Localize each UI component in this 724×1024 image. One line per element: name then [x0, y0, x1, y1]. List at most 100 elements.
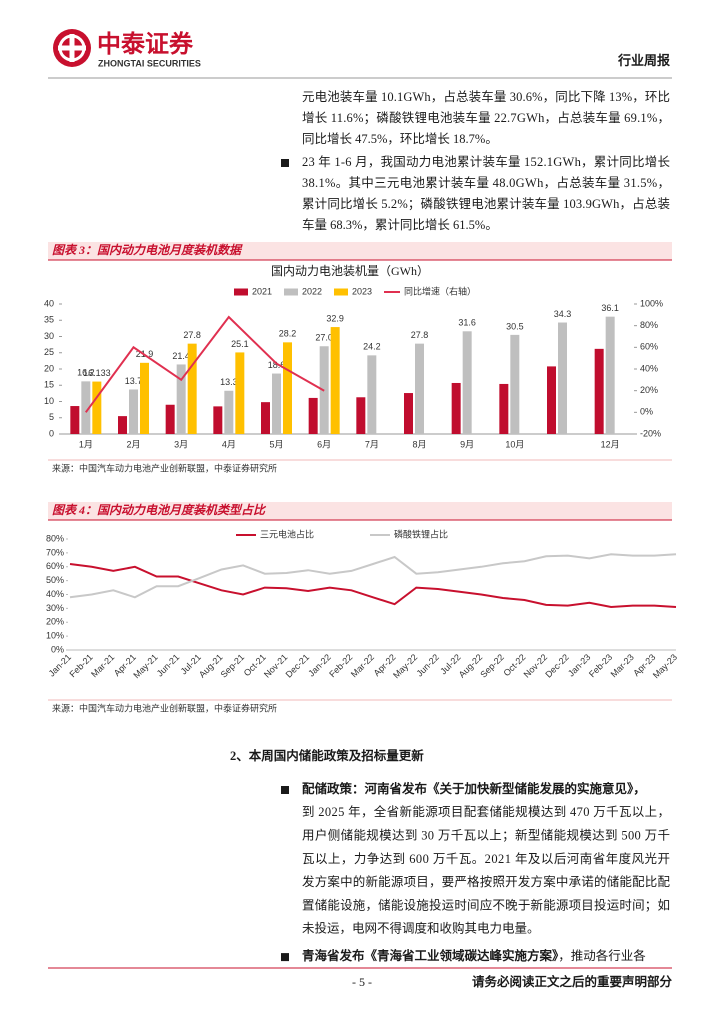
- legend-label: 磷酸铁锂占比: [394, 528, 448, 539]
- logo-emblem: [53, 29, 91, 67]
- y2-tick-label: 40%: [640, 363, 658, 373]
- legend-swatch: [234, 288, 248, 296]
- data-label: 18.6: [268, 360, 286, 370]
- bar: [415, 343, 424, 434]
- bar: [272, 373, 281, 434]
- x-tick-label: Jun-21: [155, 652, 182, 679]
- bar: [605, 316, 615, 434]
- x-tick-label: 7月: [365, 439, 379, 449]
- x-tick-label: 9月: [460, 439, 474, 449]
- paragraph-line: 车量 68.3%，累计同比增长 61.5%。: [302, 217, 498, 232]
- paragraph-line: 增长 11.6%；磷酸铁锂电池装车量 22.7GWh，占总装车量 69.1%，: [302, 110, 670, 125]
- x-tick-label: Feb-22: [327, 652, 354, 679]
- bar: [176, 364, 186, 434]
- page-number: - 5 -: [352, 975, 372, 989]
- y-tick-label: 60%: [46, 561, 64, 571]
- y-tick-label: 50%: [46, 575, 64, 585]
- y-tick-label: 30: [44, 331, 54, 341]
- bar: [499, 383, 509, 434]
- y2-tick-label: 20%: [640, 385, 658, 395]
- legend-swatch: [284, 288, 298, 296]
- y-tick-label: 0%: [51, 644, 64, 654]
- data-label: 34.3: [554, 309, 572, 319]
- bar: [261, 402, 270, 434]
- chart-title: 国内动力电池装机量（GWh）: [271, 264, 429, 278]
- data-label: 31.6: [458, 318, 476, 328]
- x-tick-label: Mar-21: [89, 652, 116, 679]
- paragraph-line: 发方案中的新能源项目，要严格按照开发方案中承诺的储能配比配: [302, 874, 670, 889]
- company-name-en: ZHONGTAI SECURITIES: [98, 58, 201, 68]
- x-tick-label: May-23: [651, 652, 679, 680]
- bullet: [281, 786, 289, 794]
- data-label: 24.2: [363, 342, 381, 352]
- figure-label: 图表 4：国内动力电池月度装机类型占比: [52, 503, 267, 517]
- bar: [187, 343, 197, 434]
- legend-label: 2021: [252, 286, 272, 296]
- data-label: 36.1: [601, 303, 619, 313]
- item-first-line: 青海省发布《青海省工业领域碳达峰实施方案》，推动各行业各: [302, 948, 646, 963]
- x-tick-label: Jun-22: [414, 652, 441, 679]
- share-line: [69, 553, 677, 599]
- bar: [283, 342, 292, 434]
- y-tick-label: 35: [44, 315, 54, 325]
- bar: [213, 406, 223, 434]
- y-tick-label: 10%: [46, 631, 64, 641]
- item-tail: ，推动各行业各: [558, 948, 646, 963]
- legend-label: 同比增速（右轴）: [404, 285, 476, 296]
- y-tick-label: 25: [44, 347, 54, 357]
- data-label: 32.9: [326, 313, 344, 323]
- bar: [81, 381, 91, 434]
- bullet: [281, 159, 289, 167]
- y2-tick-label: 60%: [640, 342, 658, 352]
- x-tick-label: Mar-23: [609, 652, 636, 679]
- bar: [356, 397, 366, 434]
- bar: [594, 348, 604, 434]
- data-label: 30.5: [506, 321, 524, 331]
- paragraph-line: 置储能设施，储能设施投运时间应不晚于新能源项目投运时间；如: [302, 897, 670, 912]
- paragraph-line: 到 2025 年，全省新能源项目配套储能规模达到 470 万千瓦以上，: [302, 804, 670, 819]
- y2-tick-label: 100%: [640, 298, 663, 308]
- x-tick-label: Feb-21: [67, 652, 94, 679]
- x-tick-label: 6月: [317, 439, 331, 449]
- paragraph-line: 38.1%。其中三元电池累计装车量 48.0GWh，占总装车量 31.5%，: [302, 175, 670, 190]
- data-label: 25.1: [231, 339, 249, 349]
- data-label: 13.3: [220, 377, 238, 387]
- x-tick-label: May-21: [131, 652, 159, 680]
- x-tick-label: 10月: [505, 439, 524, 449]
- data-label: 27.8: [183, 330, 201, 340]
- x-tick-label: 3月: [174, 439, 188, 449]
- paragraph-line: 瓦以上，力争达到 600 万千瓦。2021 年及以后河南省年度风光开: [302, 851, 670, 866]
- paragraph-line: 用户侧储能规模达到 30 万千瓦以上；新型储能规模达到 500 万千: [302, 827, 670, 842]
- y-tick-label: 30%: [46, 603, 64, 613]
- data-label: 27.0: [315, 333, 333, 343]
- bar: [140, 362, 149, 434]
- y-tick-label: 20%: [46, 617, 64, 627]
- legend-label: 三元电池占比: [260, 528, 314, 539]
- x-tick-label: 12月: [601, 439, 620, 449]
- bar: [330, 327, 340, 434]
- bar: [558, 322, 567, 434]
- y-tick-label: 0: [49, 428, 54, 438]
- x-tick-label: Feb-23: [587, 652, 614, 679]
- figure-source: 来源：中国汽车动力电池产业创新联盟，中泰证券研究所: [52, 702, 277, 713]
- item-lead: 配储政策：河南省发布《关于加快新型储能发展的实施意见》，: [302, 781, 646, 796]
- x-tick-label: 1月: [79, 439, 93, 449]
- y2-tick-label: 0%: [640, 407, 653, 417]
- figure-label: 图表 3：国内动力电池月度装机数据: [52, 243, 243, 257]
- disclaimer: 请务必阅读正文之后的重要声明部分: [472, 974, 673, 989]
- y-tick-label: 70%: [46, 547, 64, 557]
- bar: [404, 393, 413, 434]
- bar: [462, 331, 472, 434]
- bar: [510, 334, 520, 434]
- bar: [308, 397, 318, 434]
- paragraph-line: 元电池装车量 10.1GWh，占总装车量 30.6%，同比下降 13%，环比: [302, 89, 670, 104]
- y-tick-label: 5: [49, 412, 54, 422]
- share-line: [69, 563, 677, 609]
- y-tick-label: 20: [44, 363, 54, 373]
- data-label: 28.2: [279, 329, 297, 339]
- bar: [92, 381, 102, 434]
- item-lead: 青海省发布《青海省工业领域碳达峰实施方案》: [302, 948, 559, 963]
- bar: [70, 406, 80, 434]
